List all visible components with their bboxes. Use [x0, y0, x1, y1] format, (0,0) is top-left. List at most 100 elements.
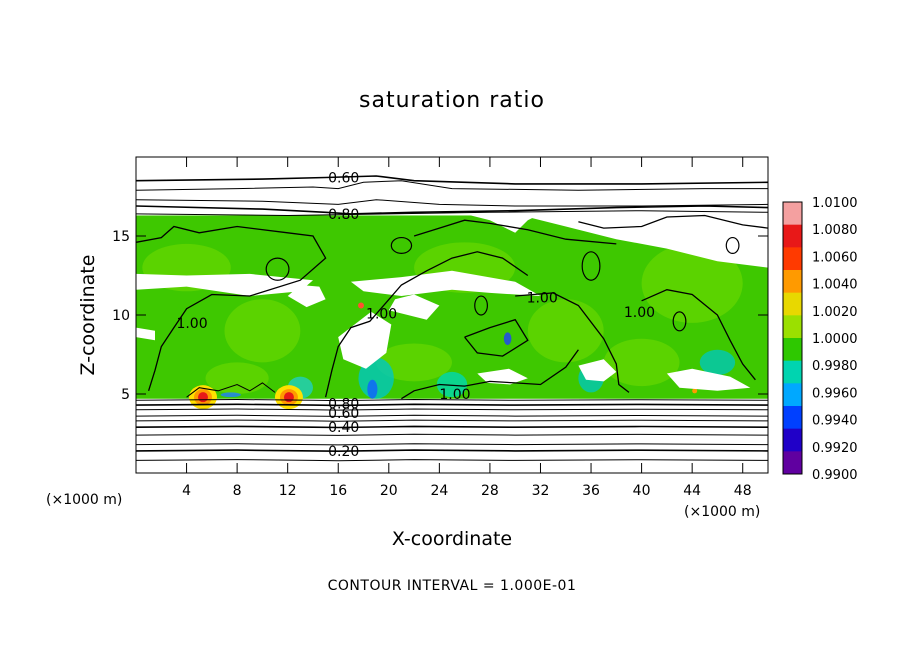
x-tick-label: 24: [430, 483, 448, 499]
contour-line: [515, 292, 630, 393]
colorbar-swatch: [783, 202, 802, 226]
contour-line: [578, 214, 768, 229]
contour-loop: [474, 295, 488, 316]
colorbar-label: 1.0000: [812, 332, 858, 347]
colorbar-label: 0.9960: [812, 386, 858, 401]
contour-line: [136, 199, 768, 207]
contour-loop: [581, 251, 601, 281]
colorbar-label: 0.9900: [812, 468, 858, 483]
colorbar-swatch: [783, 383, 802, 407]
x-tick-label: 44: [683, 483, 701, 499]
field-patch: [367, 379, 378, 399]
field-patch: [376, 343, 452, 382]
contour-line: [136, 419, 768, 422]
contour-label: 1.00: [527, 291, 558, 307]
field-clear-region: [578, 359, 617, 382]
contour-label: 0.20: [328, 444, 359, 460]
field-clear-region: [641, 213, 768, 263]
contour-labels: 0.600.801.001.001.001.001.000.800.600.40…: [176, 171, 655, 460]
colorbar-swatch: [783, 428, 802, 452]
y-axis: 5 10 15: [112, 229, 768, 403]
field-patch: [224, 299, 301, 363]
colorbar-label: 0.9940: [812, 414, 858, 429]
colorbar-label: 1.0100: [812, 196, 858, 211]
field-clear-region: [464, 213, 541, 233]
colorbar-label: 1.0060: [812, 250, 858, 265]
x-tick-label: 48: [734, 483, 752, 499]
contour-loop: [265, 257, 290, 281]
contour-line: [136, 403, 768, 407]
contour-loop: [390, 236, 413, 254]
y-axis-unit: (×1000 m): [46, 492, 123, 508]
field-clear-region: [287, 285, 326, 308]
colorbar-label: 1.0080: [812, 223, 858, 238]
contour-line: [136, 225, 327, 391]
colorbar-swatch: [783, 360, 802, 384]
contour-interval: CONTOUR INTERVAL = 1.000E-01: [327, 578, 577, 594]
contour-loop: [672, 311, 687, 332]
contour-line: [136, 414, 768, 417]
x-tick-label: 12: [279, 483, 297, 499]
field-patch: [527, 299, 604, 363]
colorbar-swatch: [783, 224, 802, 248]
x-tick-label: 16: [329, 483, 347, 499]
colorbar-frame: [782, 201, 803, 475]
colorbar-label: 0.9980: [812, 359, 858, 374]
contour-label: 1.00: [176, 316, 207, 332]
field-clear-region: [350, 270, 541, 296]
contour-line: [136, 433, 768, 436]
field-patch: [358, 357, 394, 399]
contour-label: 0.60: [328, 406, 359, 422]
field-patch: [205, 362, 269, 395]
field-clear-region: [338, 311, 392, 369]
x-tick-label: 36: [582, 483, 600, 499]
contour-loop: [725, 236, 740, 254]
x-tick-label: 4: [182, 483, 191, 499]
x-tick-label: 28: [481, 483, 499, 499]
field-clear-region: [136, 327, 155, 341]
contour-line: [136, 449, 768, 453]
field-hotspot: [357, 302, 364, 309]
colorbar-label: 1.0020: [812, 305, 858, 320]
x-axis-unit: (×1000 m): [684, 504, 761, 520]
y-tick-label: 15: [112, 229, 130, 245]
contour-line: [324, 251, 529, 398]
chart-title: saturation ratio: [359, 88, 545, 113]
field-clear-region: [477, 368, 528, 385]
colorbar-label: 0.9920: [812, 441, 858, 456]
field-patch: [641, 243, 743, 323]
field-hotspot: [283, 392, 294, 403]
y-tick-label: 5: [121, 387, 130, 403]
x-axis-label: X-coordinate: [391, 528, 513, 550]
colorbar-swatch: [783, 338, 802, 362]
contour-label: 0.80: [328, 396, 359, 412]
field-hotspot: [197, 392, 208, 403]
contour-line: [136, 443, 768, 446]
contour-label: 1.00: [439, 387, 470, 403]
colorbar-swatch: [783, 315, 802, 339]
field-clear-region: [388, 294, 440, 320]
contour-label: 0.80: [328, 207, 359, 223]
x-axis: 4 8 12 16 20 24 28 32 36 40 44 48: [182, 157, 752, 499]
contour-line: [401, 349, 579, 400]
colorbar-swatch: [783, 406, 802, 430]
field-hotspot: [692, 388, 698, 394]
contour-line: [641, 289, 756, 381]
colorbar-swatch: [783, 292, 802, 316]
contour-line: [186, 382, 276, 398]
colorbar: 1.0100 1.0080 1.0060 1.0040 1.0020 1.0000 0.99…: [782, 196, 858, 483]
contour-line: [136, 180, 768, 191]
contour-lines: [136, 175, 768, 462]
contour-label: 0.40: [328, 420, 359, 436]
field-patch: [436, 371, 468, 398]
contour-line: [413, 219, 617, 245]
x-tick-label: 32: [532, 483, 550, 499]
contour-line: [136, 408, 768, 411]
colorbar-swatch: [783, 270, 802, 294]
y-tick-label: 10: [112, 308, 130, 324]
field-patch: [503, 332, 512, 346]
contour-line: [136, 425, 768, 429]
field-patch: [699, 349, 736, 376]
field-clear-region: [666, 368, 751, 391]
